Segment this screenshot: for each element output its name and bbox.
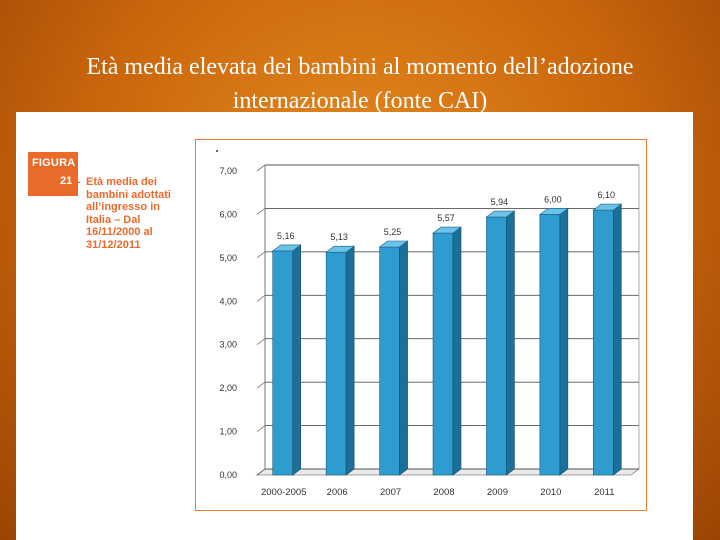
bar-top [538, 208, 569, 215]
gridline-depth [256, 425, 266, 432]
slide-title: Età media elevata dei bambini al momento… [86, 54, 634, 114]
bar-side [292, 244, 302, 476]
bar-top [592, 203, 623, 211]
bar-top [271, 244, 302, 252]
figure-badge-label: FIGURA [32, 157, 76, 169]
bar-value-label: 5,13 [330, 232, 348, 242]
bar-side [452, 226, 462, 476]
y-tick-label: 4,00 [219, 296, 237, 306]
bar-value-label: 6,10 [598, 190, 616, 200]
bar [432, 232, 454, 476]
x-tick-label: 2011 [594, 487, 614, 498]
y-tick-label: 5,00 [219, 253, 237, 263]
gridline-depth [256, 208, 266, 215]
gridline-depth [256, 294, 266, 302]
bar-side [506, 210, 515, 476]
bar [486, 216, 507, 476]
x-tick-label: 2008 [433, 487, 454, 498]
caption-line: bambini adottati [86, 188, 171, 201]
gridline-depth [256, 251, 266, 259]
chart-frame [195, 139, 647, 511]
bar [539, 214, 561, 476]
y-tick-label: 7,00 [219, 166, 237, 176]
bar-value-label: 5,16 [277, 231, 295, 241]
axis-marker-dot [216, 150, 218, 152]
bar-side [345, 245, 355, 476]
gridline-depth [256, 381, 266, 389]
bar-value-label: 5,94 [491, 197, 509, 207]
bar [325, 251, 347, 476]
bar-top [432, 226, 462, 234]
caption-line: 31/12/2011 [86, 238, 141, 251]
figure-caption: Età media dei bambini adottati all’ingre… [86, 176, 186, 251]
gridline-depth [256, 164, 266, 172]
figure-badge-number: 21 [60, 175, 73, 187]
bar-top [378, 240, 409, 248]
gridline-depth [256, 468, 266, 476]
caption-line: Italia – Dal [86, 213, 141, 226]
gridline-depth [256, 338, 266, 346]
bar-value-label: 6,00 [544, 194, 562, 204]
bar-side [399, 240, 408, 476]
x-tick-label: 2009 [487, 487, 508, 498]
bar-side [559, 207, 569, 476]
bar-top [485, 210, 516, 218]
bar-top [325, 245, 356, 253]
bar-chart: 0,00 1,00 2,00 3,00 4,00 5,00 6,00 7,00 5,16 2000… [216, 150, 641, 498]
y-tick-label: 2,00 [219, 383, 237, 393]
x-tick-label: 2006 [327, 487, 348, 498]
bar [592, 209, 614, 476]
x-tick-label: 2010 [540, 487, 561, 498]
caption-line: Età media dei [86, 176, 157, 188]
x-tick-label: 2007 [380, 487, 401, 498]
bar [272, 250, 294, 476]
x-tick-label: 2000-2005 [261, 487, 306, 498]
y-tick-label: 0,00 [219, 470, 237, 480]
y-tick-label: 6,00 [219, 209, 237, 219]
bar-value-label: 5,57 [437, 213, 455, 223]
caption-line: all’ingresso in [86, 201, 160, 213]
caption-line: 16/11/2000 al [86, 226, 153, 238]
y-tick-label: 3,00 [219, 340, 237, 350]
bar-side [612, 203, 622, 476]
figure-caption-dash: - [77, 176, 81, 188]
bar-value-label: 5,25 [384, 227, 402, 237]
y-tick-label: 1,00 [219, 427, 237, 437]
figure-badge [28, 152, 78, 196]
bar [379, 246, 400, 476]
